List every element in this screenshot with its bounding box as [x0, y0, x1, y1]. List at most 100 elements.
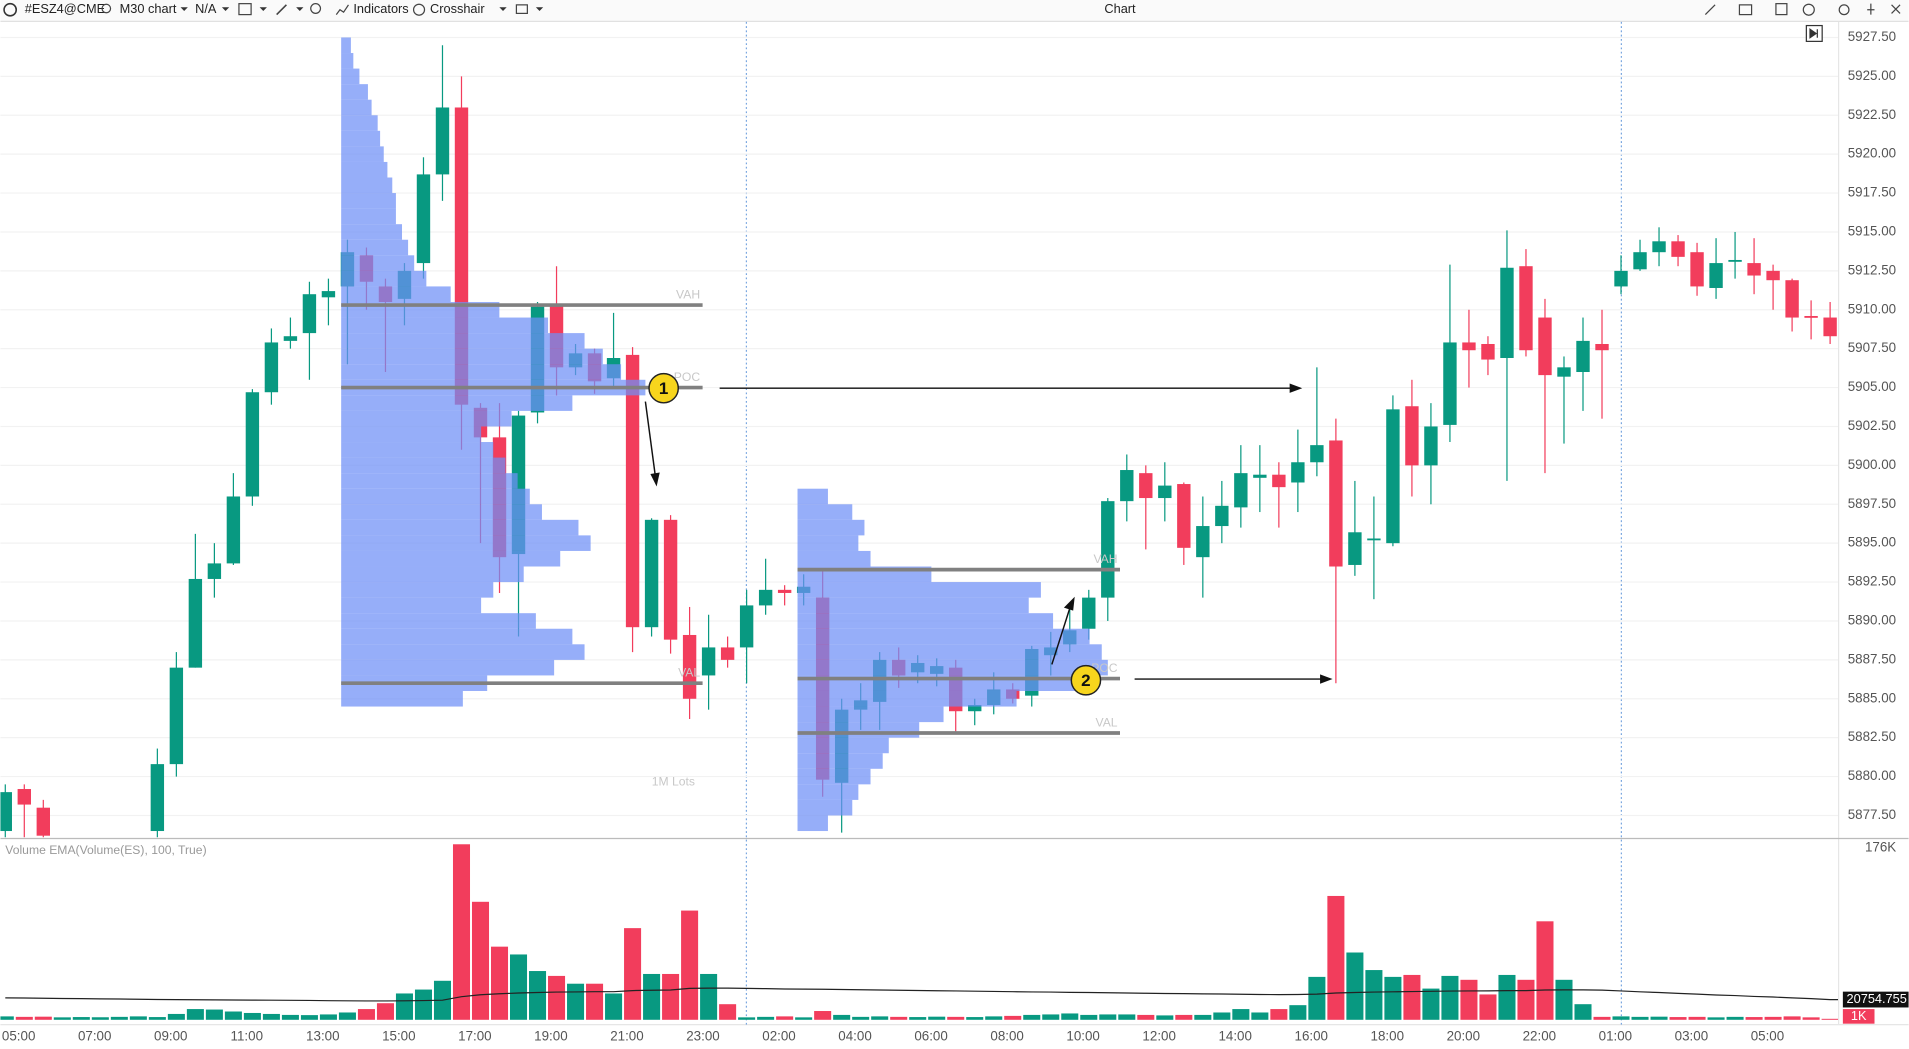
x-tick-label: 05:00	[1751, 1028, 1784, 1043]
dropdown[interactable]	[535, 7, 544, 11]
fullscreen-icon[interactable]	[1775, 3, 1788, 16]
profile-vah-label: VAH	[1093, 552, 1117, 566]
profile-row	[341, 582, 494, 598]
toolbar	[0, 0, 1909, 21]
volume-bar	[1194, 1014, 1212, 1020]
interval[interactable]: M30 chart	[120, 1, 177, 16]
volume-bar	[1327, 895, 1345, 1020]
search-icon[interactable]	[101, 3, 112, 14]
x-tick-label: 21:00	[610, 1028, 643, 1043]
volume-bar	[1612, 1016, 1630, 1020]
candle-body	[625, 354, 640, 628]
crosshair-button[interactable]: Crosshair	[430, 1, 485, 16]
profile-row	[341, 550, 561, 567]
x-tick-label: 03:00	[1675, 1028, 1708, 1043]
candle-body	[1614, 270, 1628, 287]
pin-icon[interactable]	[1867, 3, 1875, 15]
volume-bar	[1441, 975, 1459, 1020]
candle-body	[1747, 263, 1761, 276]
volume-bar	[129, 1016, 147, 1020]
candle-body	[1139, 473, 1153, 499]
profile-row	[341, 348, 603, 365]
x-tick-label: 13:00	[306, 1028, 339, 1043]
y-tick-label: 5915.00	[1848, 223, 1896, 238]
profile-row	[341, 130, 381, 147]
mode[interactable]: N/A	[195, 1, 217, 16]
ema-line	[5, 987, 1838, 1002]
volume-bar	[1175, 1014, 1193, 1020]
candle-body	[1196, 526, 1210, 558]
marker-label: 2	[1081, 671, 1090, 690]
volume-bar	[1346, 952, 1364, 1020]
x-tick-label: 20:00	[1447, 1028, 1480, 1043]
indicators-icon[interactable]	[335, 4, 349, 15]
profile-row	[341, 193, 396, 209]
volume-bar	[1365, 970, 1383, 1020]
volume-bar	[281, 1014, 299, 1020]
collapse-icon[interactable]	[1704, 4, 1716, 16]
volume-bar	[567, 983, 585, 1020]
x-tick-label: 01:00	[1599, 1028, 1632, 1043]
y-tick-label: 5925.00	[1848, 68, 1896, 83]
profile-row	[341, 255, 415, 271]
volume-bar	[947, 1016, 965, 1020]
candle-body	[758, 589, 773, 606]
profile-row	[341, 457, 506, 474]
volume-bar	[53, 1017, 71, 1020]
theme-icon[interactable]	[1802, 3, 1815, 16]
profile-val-label: VAL	[678, 666, 700, 680]
profile-row	[341, 286, 451, 302]
dropdown[interactable]	[221, 7, 230, 11]
x-tick-label: 14:00	[1218, 1028, 1251, 1043]
symbol[interactable]: #ESZ4@CME	[25, 1, 105, 16]
y-tick-label: 5912.50	[1848, 262, 1896, 277]
close-icon[interactable]	[1891, 4, 1901, 14]
profile-row	[797, 628, 1090, 645]
candle-body	[1652, 241, 1666, 253]
candle-body	[1595, 343, 1609, 351]
volume-bar	[490, 946, 509, 1020]
chart-type-icon[interactable]	[238, 3, 252, 16]
candle-body	[226, 496, 241, 564]
volume-bar	[1498, 974, 1516, 1020]
volume-bar	[757, 1016, 775, 1020]
logo[interactable]	[3, 2, 18, 17]
volume-bar	[34, 1016, 52, 1020]
profile-poc-label: POC	[674, 370, 701, 384]
volume-bar	[262, 1013, 280, 1020]
candle-body	[17, 789, 31, 805]
profile-row	[341, 628, 573, 645]
profile-row	[797, 597, 1029, 614]
dropdown[interactable]	[180, 7, 188, 11]
volume-bar	[1802, 1017, 1820, 1020]
dropdown[interactable]	[499, 7, 507, 11]
x-tick-label: 08:00	[990, 1028, 1023, 1043]
candle-body	[1671, 241, 1685, 257]
dropdown[interactable]	[296, 7, 304, 11]
zoom-icon[interactable]	[310, 3, 322, 14]
x-tick-label: 18:00	[1371, 1028, 1404, 1043]
volume-bar	[1631, 1016, 1649, 1020]
volume-bar	[1688, 1016, 1706, 1020]
y-tick-label: 5892.50	[1848, 574, 1896, 589]
volume-title: Volume EMA(Volume(ES), 100, True)	[5, 843, 206, 857]
profile-row	[341, 146, 384, 162]
settings-icon[interactable]	[1838, 4, 1850, 16]
candle-body	[1253, 474, 1267, 478]
candle-body	[302, 294, 317, 334]
dropdown[interactable]	[259, 7, 267, 11]
indicators-button[interactable]: Indicators	[353, 1, 408, 16]
layout-icon[interactable]	[515, 4, 528, 14]
candle-body	[701, 647, 716, 676]
arrow	[1051, 607, 1071, 665]
draw-icon[interactable]	[276, 4, 287, 16]
crosshair-icon[interactable]	[412, 3, 426, 16]
volume-bar	[605, 993, 623, 1020]
volume-bar	[1783, 1016, 1801, 1020]
profile-row	[341, 161, 388, 178]
camera-icon[interactable]	[1738, 4, 1753, 16]
candle-body	[188, 578, 203, 668]
profile-row	[341, 597, 482, 614]
volume-bar	[452, 844, 471, 1020]
x-tick-label: 12:00	[1142, 1028, 1175, 1043]
